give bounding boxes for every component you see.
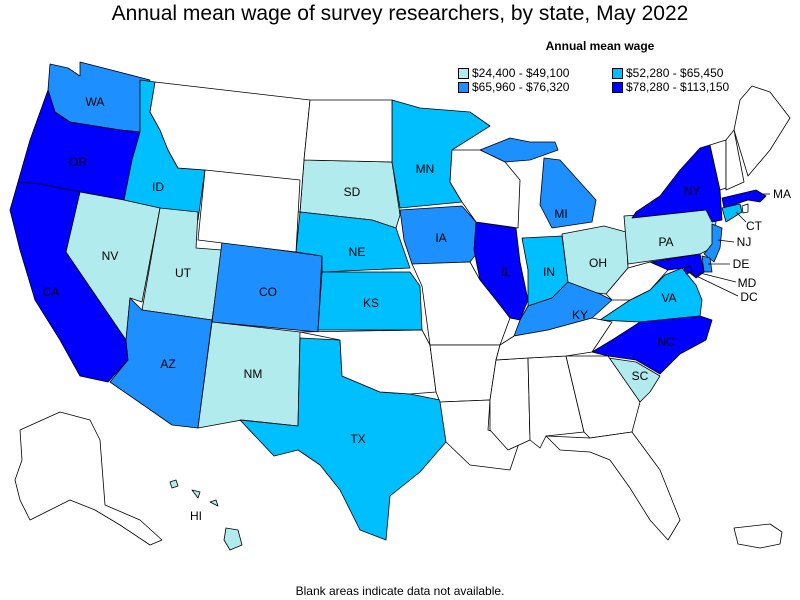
label-nv: NV — [102, 249, 119, 263]
state-ri[interactable] — [741, 203, 749, 214]
state-ms[interactable] — [489, 357, 531, 451]
state-mo[interactable] — [411, 261, 511, 346]
state-nv[interactable] — [65, 191, 161, 341]
state-tn[interactable] — [495, 317, 613, 361]
state-ok[interactable] — [299, 329, 437, 395]
label-tx: TX — [350, 432, 365, 446]
legend-swatch-4 — [612, 81, 623, 93]
label-ny: NY — [684, 184, 701, 198]
label-az: AZ — [160, 357, 175, 371]
label-dc: DC — [740, 290, 758, 304]
state-ar[interactable] — [429, 344, 501, 403]
state-ny[interactable] — [631, 144, 723, 223]
legend-label-4: $78,280 - $113,150 — [626, 80, 730, 94]
label-id: ID — [152, 180, 164, 194]
label-in: IN — [543, 265, 555, 279]
label-nc: NC — [657, 335, 675, 349]
label-ne: NE — [349, 245, 366, 259]
label-va: VA — [661, 291, 676, 305]
legend-swatch-3 — [458, 81, 469, 93]
footnote: Blank areas indicate data not available. — [295, 584, 505, 598]
label-hi: HI — [190, 509, 202, 523]
state-wi[interactable] — [449, 149, 521, 229]
label-md: MD — [738, 276, 757, 290]
label-or: OR — [69, 155, 87, 169]
state-fl[interactable] — [545, 431, 681, 541]
state-me[interactable] — [733, 85, 791, 177]
state-ct[interactable] — [721, 203, 743, 223]
legend-swatch-2 — [612, 67, 623, 79]
legend-title: Annual mean wage — [545, 39, 655, 53]
label-ky: KY — [572, 308, 588, 322]
state-wv[interactable] — [605, 261, 669, 301]
state-nd[interactable] — [303, 99, 393, 163]
label-nm: NM — [244, 367, 263, 381]
label-ma: MA — [773, 187, 791, 201]
state-de[interactable] — [701, 255, 713, 273]
label-co: CO — [259, 285, 277, 299]
label-ks: KS — [363, 296, 379, 310]
label-mn: MN — [416, 162, 435, 176]
state-ks[interactable] — [317, 271, 423, 331]
state-nj[interactable] — [703, 223, 723, 263]
state-nc[interactable] — [591, 315, 713, 375]
state-ne[interactable] — [295, 211, 411, 273]
label-ct: CT — [746, 219, 763, 233]
label-ut: UT — [175, 266, 192, 280]
legend-label-2: $52,280 - $65,450 — [626, 66, 724, 80]
label-sc: SC — [632, 369, 649, 383]
label-il: IL — [501, 265, 511, 279]
legend-item-1: $24,400 - $49,100 — [458, 66, 569, 80]
state-il[interactable] — [473, 221, 529, 321]
label-nj: NJ — [737, 235, 752, 249]
state-mi[interactable] — [479, 137, 597, 229]
label-ca: CA — [43, 285, 60, 299]
pr-island[interactable] — [733, 523, 783, 549]
legend-swatch-1 — [458, 67, 469, 79]
label-pa: PA — [658, 235, 673, 249]
label-oh: OH — [589, 256, 607, 270]
leader-lines — [687, 193, 770, 297]
label-de: DE — [733, 257, 750, 271]
state-hi[interactable] — [169, 479, 243, 551]
state-ak[interactable] — [14, 411, 163, 546]
label-ia: IA — [435, 231, 446, 245]
label-sd: SD — [344, 185, 361, 199]
state-wy[interactable] — [197, 169, 301, 253]
state-nh[interactable] — [725, 129, 745, 191]
map-title: Annual mean wage of survey researchers, … — [111, 2, 689, 25]
state-dc[interactable] — [683, 265, 693, 275]
label-wa: WA — [86, 95, 105, 109]
legend-label-1: $24,400 - $49,100 — [472, 66, 570, 80]
legend-label-3: $65,960 - $76,320 — [472, 80, 570, 94]
legend-item-4: $78,280 - $113,150 — [612, 80, 729, 94]
label-mi: MI — [554, 207, 567, 221]
legend-item-2: $52,280 - $65,450 — [612, 66, 723, 80]
legend-item-3: $65,960 - $76,320 — [458, 80, 569, 94]
